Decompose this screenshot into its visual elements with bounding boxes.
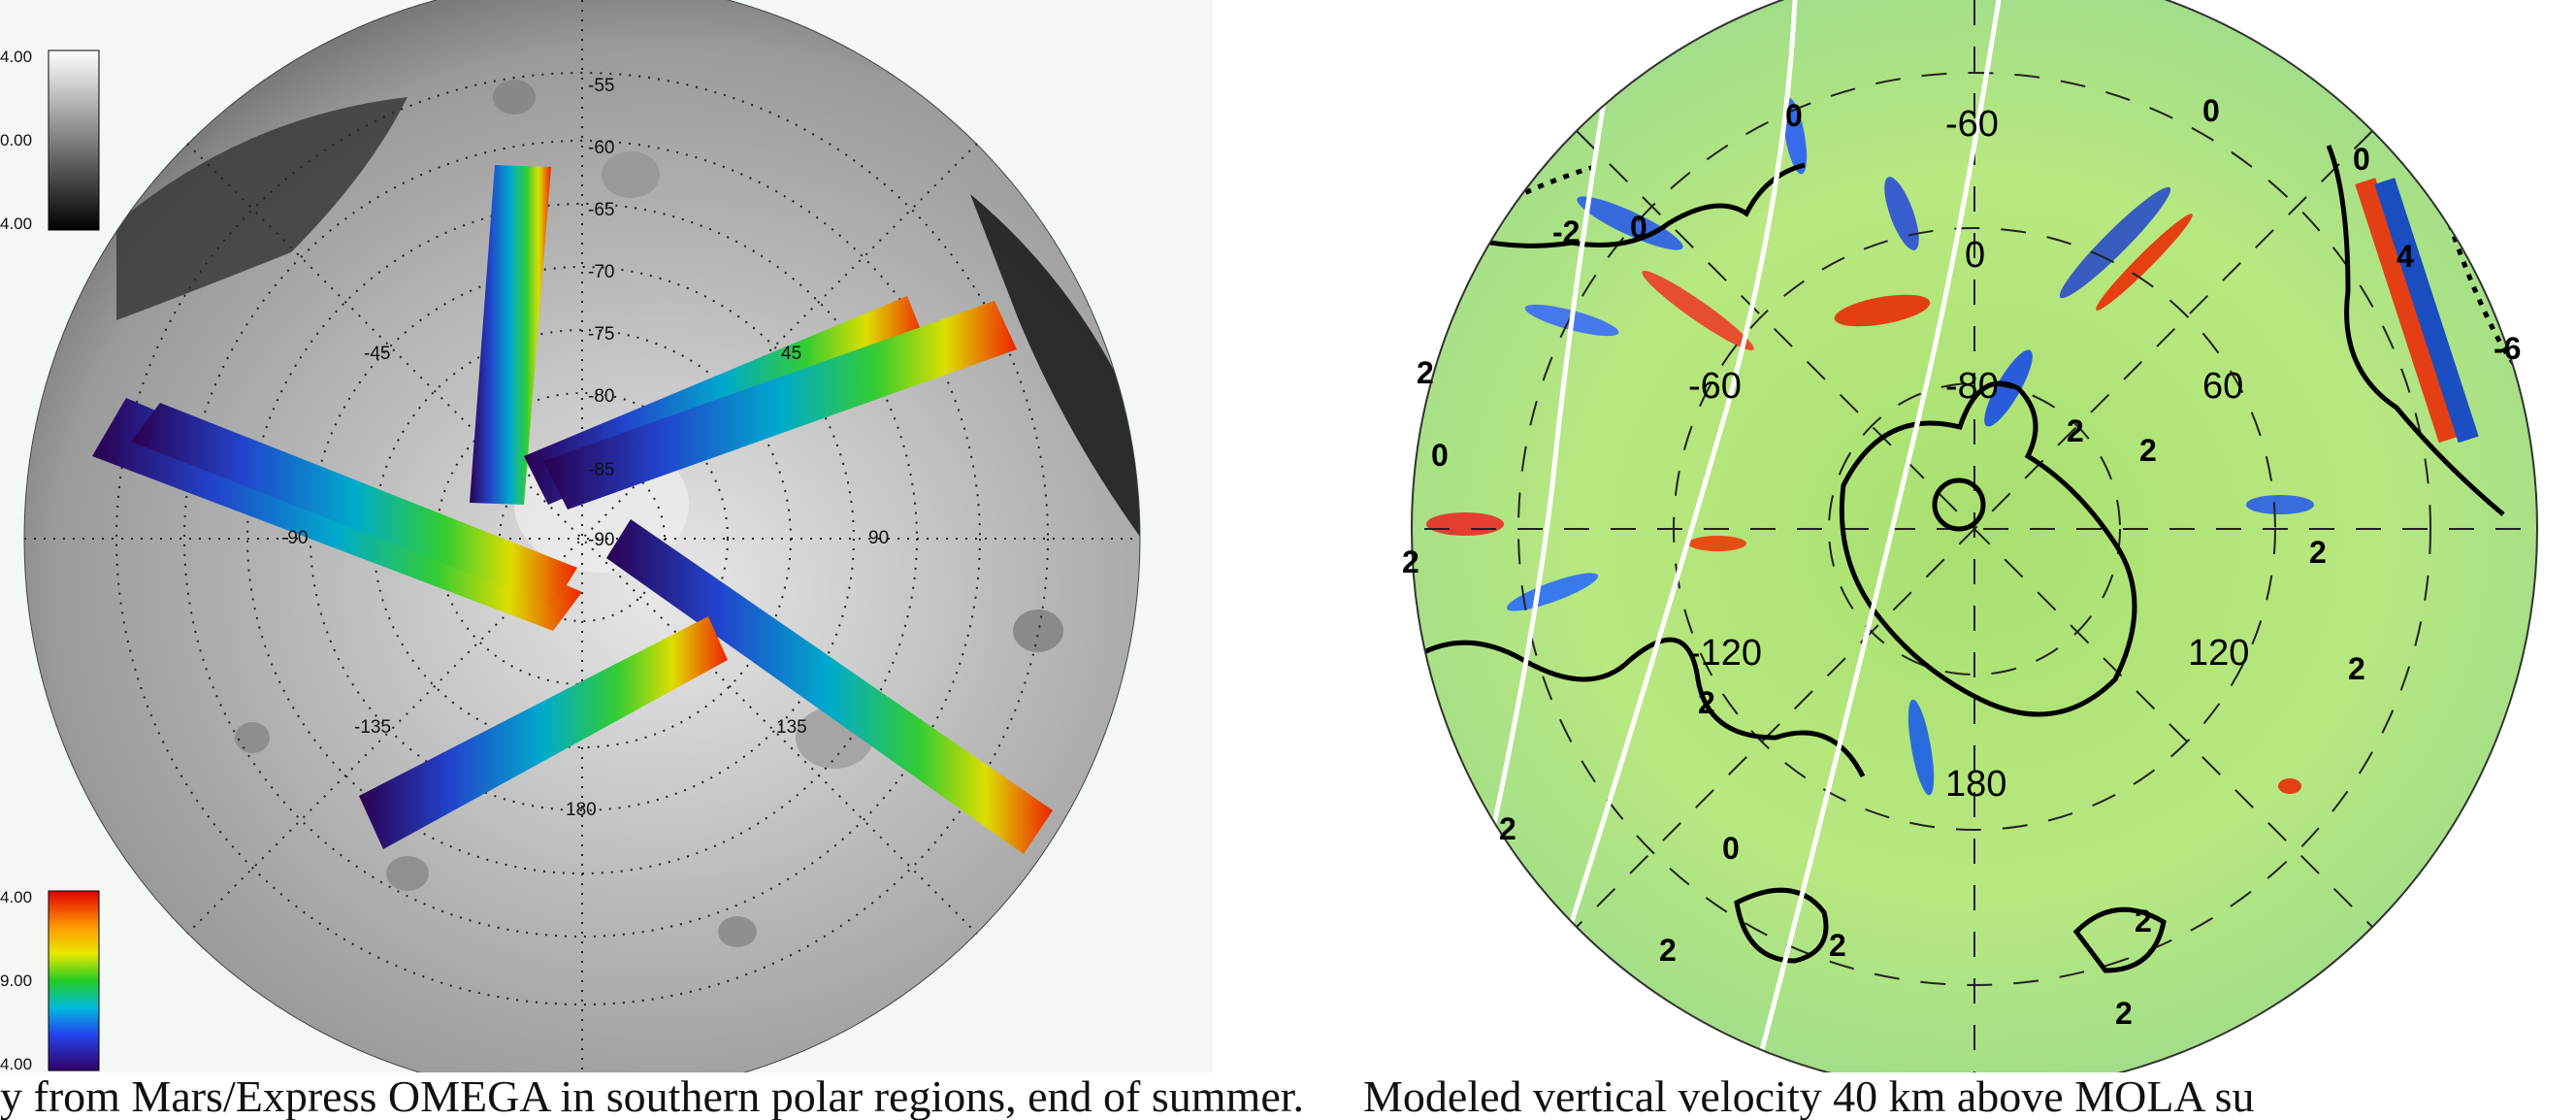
- lat-label: -65: [588, 200, 614, 220]
- colorbar-label: 4.00: [0, 888, 32, 906]
- lat-label: -80: [588, 386, 614, 407]
- latitude-grid: [24, 0, 1140, 1072]
- lon-label: -120: [1688, 633, 1762, 674]
- velocity-field: [1412, 0, 2537, 1073]
- latitude-label-group: -55 -60 -65 -70 -75 -80 -85 -90: [588, 76, 614, 550]
- contour-label: 2: [2348, 651, 2365, 686]
- contour-label: 0: [2202, 93, 2220, 128]
- lon-label: 45: [781, 344, 801, 364]
- contour-label: 0: [1785, 98, 1803, 133]
- lat-label: -60: [588, 138, 614, 158]
- colorbar-label: 4.00: [0, 48, 32, 66]
- lon-label: 90: [868, 528, 889, 548]
- contour-label: 2: [1499, 811, 1516, 846]
- longitude-label-group: -45 45 -90 90 -135 135 180: [281, 344, 889, 820]
- omega-data-strips: [92, 165, 1053, 854]
- contour-lines: [1412, 145, 2505, 973]
- contour-value-labels: 2 2 2 2 2 2 2 2 2 2 2 2 -2 0 0 0 0 0 0 4…: [1402, 93, 2521, 1031]
- contour-label: 2: [1417, 355, 1434, 390]
- lon-label: -60: [1945, 104, 1999, 145]
- lon-label: 135: [776, 717, 807, 738]
- colorbar-label: 9.00: [0, 972, 32, 990]
- colorbar-label: 0.00: [0, 131, 32, 149]
- caption-left: y from Mars/Express OMEGA in southern po…: [0, 1072, 1305, 1120]
- contour-label: 2: [1698, 685, 1715, 720]
- colorbar-label: 4.00: [0, 214, 32, 233]
- contour-label: 0: [1722, 831, 1740, 866]
- colorbar-label: 4.00: [0, 1055, 32, 1072]
- lat-label: -55: [588, 76, 614, 96]
- contour-label: 2: [2139, 433, 2157, 468]
- rainbow-colorbar: 4.00 9.00 4.00: [0, 888, 100, 1073]
- lon-label: 120: [2188, 633, 2249, 674]
- lat-label: -85: [588, 460, 614, 480]
- lon-label: -135: [354, 717, 391, 738]
- contour-label: 0: [1630, 210, 1647, 245]
- contour-label: 2: [2067, 413, 2084, 448]
- contour-label: 0: [2353, 142, 2370, 177]
- figure-caption: y from Mars/Express OMEGA in southern po…: [0, 1072, 2576, 1120]
- contour-label: 2: [1829, 928, 1846, 963]
- right-latitude-labels: -80 -60: [1688, 366, 1999, 407]
- vertical-velocity-map: -60 0 60 -120 120 180 -80 -60 2 2 2 2 2 …: [1402, 0, 2538, 1093]
- omega-polar-map-panel: -55 -60 -65 -70 -75 -80 -85 -90 -45 45 -…: [0, 0, 1213, 1098]
- contour-label: 2: [2135, 904, 2152, 939]
- contour-label: -2: [1552, 214, 1580, 249]
- contour-label: 2: [1402, 544, 1419, 579]
- contour-label: 4: [2397, 239, 2414, 274]
- lat-lon-grid: [1412, 0, 2537, 1072]
- right-longitude-labels: -60 0 60 -120 120 180: [1688, 104, 2249, 805]
- lon-label: -90: [281, 528, 308, 548]
- caption-right: Modeled vertical velocity 40 km above MO…: [1363, 1072, 2255, 1120]
- lat-label: -90: [588, 530, 614, 550]
- lon-label: -45: [364, 344, 390, 364]
- contour-label: 2: [2309, 535, 2327, 570]
- lon-label: 60: [2202, 366, 2243, 407]
- lat-label: -80: [1945, 366, 1999, 407]
- vertical-velocity-map-panel: -60 0 60 -120 120 180 -80 -60 2 2 2 2 2 …: [1378, 0, 2576, 1093]
- lon-label: 180: [1945, 764, 2006, 805]
- lon-label: 0: [1965, 235, 1985, 276]
- grayscale-colorbar: 4.00 0.00 4.00: [0, 48, 100, 233]
- lat-label: -75: [588, 324, 614, 345]
- omega-polar-map: -55 -60 -65 -70 -75 -80 -85 -90 -45 45 -…: [0, 0, 1141, 1098]
- lat-label: -70: [588, 262, 614, 282]
- contour-label: -6: [2494, 331, 2521, 366]
- lat-label: -60: [1688, 366, 1742, 407]
- contour-label: 0: [1431, 438, 1449, 473]
- contour-label: 2: [1659, 933, 1677, 968]
- contour-label: 2: [2115, 996, 2133, 1031]
- lon-label: 180: [566, 800, 597, 820]
